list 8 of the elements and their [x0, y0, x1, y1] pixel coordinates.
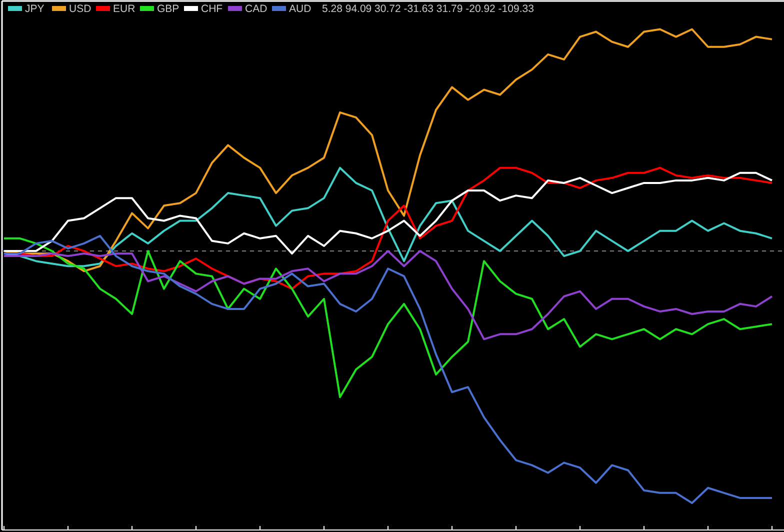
legend-label: USD: [69, 3, 92, 15]
legend-label: CHF: [201, 3, 223, 15]
legend-label: CAD: [245, 3, 268, 15]
legend-label: GBP: [157, 3, 180, 15]
legend-label: JPY: [25, 3, 44, 15]
legend-label: EUR: [113, 3, 136, 15]
legend-label: AUD: [289, 3, 312, 15]
text: 5.28 94.09 30.72 -31.63 31.79 -20.92 -109.33: [322, 3, 534, 15]
